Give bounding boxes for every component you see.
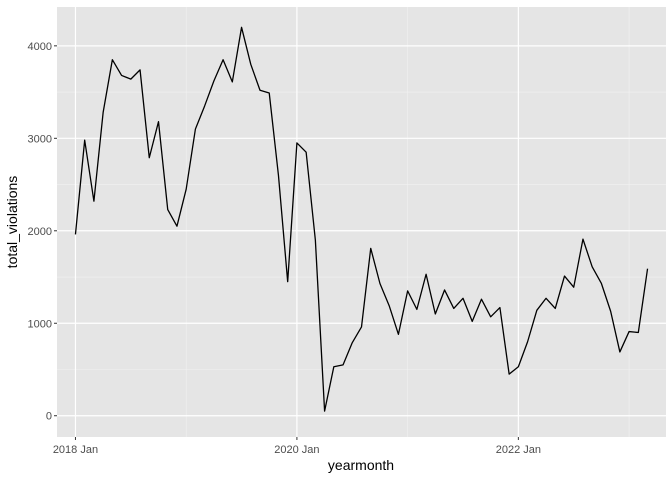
x-tick-label: 2020 Jan	[274, 444, 319, 456]
y-tick-label: 4000	[28, 41, 52, 53]
y-tick-label: 3000	[28, 133, 52, 145]
x-axis-title: yearmonth	[328, 457, 394, 473]
panel-background	[57, 7, 666, 437]
y-tick-label: 0	[46, 411, 52, 423]
y-axis-ticks: 0 1000 2000 3000 4000	[28, 41, 57, 423]
minor-gridlines	[57, 7, 666, 437]
y-tick-label: 2000	[28, 226, 52, 238]
y-axis-title: total_violations	[4, 176, 20, 269]
x-axis-ticks: 2018 Jan 2020 Jan 2022 Jan	[53, 437, 541, 456]
series-line	[74, 26, 649, 412]
x-tick-label: 2018 Jan	[53, 444, 98, 456]
x-tick-label: 2022 Jan	[496, 444, 541, 456]
y-tick-label: 1000	[28, 318, 52, 330]
